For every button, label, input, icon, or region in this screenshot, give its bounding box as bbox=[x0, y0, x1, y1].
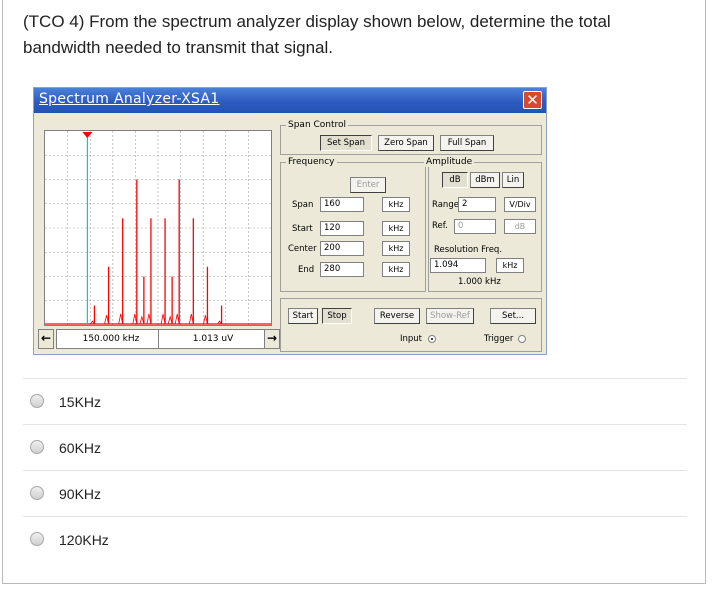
amplitude-group bbox=[428, 162, 542, 292]
ref-field[interactable]: 0 bbox=[454, 219, 496, 234]
resolution-label: Resolution Freq. bbox=[434, 245, 503, 255]
start-field[interactable]: 120 bbox=[320, 221, 364, 236]
db-button[interactable]: dB bbox=[442, 172, 468, 188]
window-titlebar[interactable]: Spectrum Analyzer-XSA1 ✕ bbox=[34, 88, 546, 113]
spectrum-sidelobe bbox=[118, 313, 124, 325]
controls-group bbox=[280, 298, 542, 352]
option-divider bbox=[23, 378, 687, 379]
option-1-label[interactable]: 15KHz bbox=[59, 394, 102, 410]
window-title: Spectrum Analyzer-XSA1 bbox=[39, 91, 220, 107]
option-2[interactable]: 60KHz bbox=[3, 438, 687, 460]
input-radio-dot bbox=[431, 338, 433, 340]
span-unit-field[interactable]: kHz bbox=[382, 197, 410, 212]
start-unit-field[interactable]: kHz bbox=[382, 221, 410, 236]
range-label: Range bbox=[432, 200, 459, 210]
range-field[interactable]: 2 bbox=[458, 197, 496, 212]
ref-unit-field[interactable]: dB bbox=[504, 219, 536, 234]
spectrum-sidelobe bbox=[188, 313, 194, 325]
amplitude-label: Amplitude bbox=[424, 157, 475, 167]
trigger-radio[interactable] bbox=[518, 335, 526, 343]
cursor-right-button[interactable]: → bbox=[264, 329, 280, 349]
dbm-button[interactable]: dBm bbox=[470, 172, 500, 188]
end-field[interactable]: 280 bbox=[320, 262, 364, 277]
set-span-button[interactable]: Set Span bbox=[320, 135, 372, 151]
input-label: Input bbox=[400, 334, 423, 344]
spectrum-sidelobe bbox=[139, 315, 145, 325]
question-line-2: bandwidth needed to transmit that signal… bbox=[23, 38, 333, 57]
spectrum-sidelobe bbox=[217, 320, 222, 325]
option-1[interactable]: 15KHz bbox=[3, 392, 687, 414]
resolution-field[interactable]: 1.094 bbox=[430, 258, 486, 273]
ref-label: Ref. bbox=[432, 221, 448, 231]
center-label: Center bbox=[288, 244, 317, 254]
span-control-group bbox=[280, 125, 542, 155]
option-4-label[interactable]: 120KHz bbox=[59, 532, 109, 548]
input-radio[interactable] bbox=[428, 335, 436, 343]
spectrum-sidelobe bbox=[203, 315, 208, 325]
option-divider bbox=[23, 516, 687, 517]
spectrum-sidelobe bbox=[132, 313, 138, 325]
spectrum-display bbox=[44, 130, 272, 326]
zero-span-button[interactable]: Zero Span bbox=[378, 135, 434, 151]
start-button[interactable]: Start bbox=[288, 308, 318, 324]
option-divider bbox=[23, 470, 687, 471]
span-field[interactable]: 160 bbox=[320, 197, 364, 212]
resolution-default-text: 1.000 kHz bbox=[458, 277, 501, 287]
lin-button[interactable]: Lin bbox=[502, 172, 524, 188]
reverse-button[interactable]: Reverse bbox=[374, 308, 420, 324]
range-unit-field[interactable]: V/Div bbox=[504, 197, 536, 212]
cursor-left-button[interactable]: ← bbox=[38, 329, 54, 349]
show-ref-button[interactable]: Show-Ref bbox=[426, 308, 474, 324]
enter-button[interactable]: Enter bbox=[350, 177, 386, 193]
full-span-button[interactable]: Full Span bbox=[440, 135, 494, 151]
spectrum-sidelobe bbox=[104, 315, 109, 325]
center-unit-field[interactable]: kHz bbox=[382, 241, 410, 256]
end-unit-field[interactable]: kHz bbox=[382, 262, 410, 277]
option-4[interactable]: 120KHz bbox=[3, 530, 687, 552]
spectrum-analyzer-window: Spectrum Analyzer-XSA1 ✕ ← 150.000 kHz 1… bbox=[33, 87, 547, 355]
option-3[interactable]: 90KHz bbox=[3, 484, 687, 506]
frequency-label: Frequency bbox=[286, 157, 337, 167]
set-button[interactable]: Set... bbox=[490, 308, 536, 324]
question-text: (TCO 4) From the spectrum analyzer displ… bbox=[23, 9, 663, 61]
option-4-radio[interactable] bbox=[30, 532, 44, 546]
span-control-label: Span Control bbox=[286, 120, 349, 130]
trigger-label: Trigger bbox=[484, 334, 514, 344]
option-1-radio[interactable] bbox=[30, 394, 44, 408]
option-3-label[interactable]: 90KHz bbox=[59, 486, 102, 502]
cursor-marker-icon[interactable] bbox=[82, 132, 93, 138]
spectrum-sidelobe bbox=[160, 313, 166, 325]
end-label: End bbox=[298, 265, 315, 275]
close-icon[interactable]: ✕ bbox=[523, 91, 542, 109]
spectrum-sidelobe bbox=[174, 313, 180, 325]
option-divider bbox=[23, 424, 687, 425]
stop-button[interactable]: Stop bbox=[322, 308, 352, 324]
span-label: Span bbox=[292, 200, 314, 210]
question-card: (TCO 4) From the spectrum analyzer displ… bbox=[2, 0, 706, 584]
start-label: Start bbox=[292, 224, 313, 234]
frequency-readout: 150.000 kHz bbox=[56, 329, 166, 349]
spectrum-sidelobe bbox=[146, 313, 152, 325]
resolution-unit-field[interactable]: kHz bbox=[496, 258, 524, 273]
spectrum-plot bbox=[45, 131, 271, 325]
frequency-group bbox=[280, 162, 426, 292]
question-line-1: (TCO 4) From the spectrum analyzer displ… bbox=[23, 12, 611, 31]
center-field[interactable]: 200 bbox=[320, 241, 364, 256]
amplitude-readout: 1.013 uV bbox=[158, 329, 268, 349]
spectrum-sidelobe bbox=[90, 320, 95, 325]
option-2-radio[interactable] bbox=[30, 440, 44, 454]
option-2-label[interactable]: 60KHz bbox=[59, 440, 102, 456]
option-3-radio[interactable] bbox=[30, 486, 44, 500]
spectrum-sidelobe bbox=[167, 315, 173, 325]
